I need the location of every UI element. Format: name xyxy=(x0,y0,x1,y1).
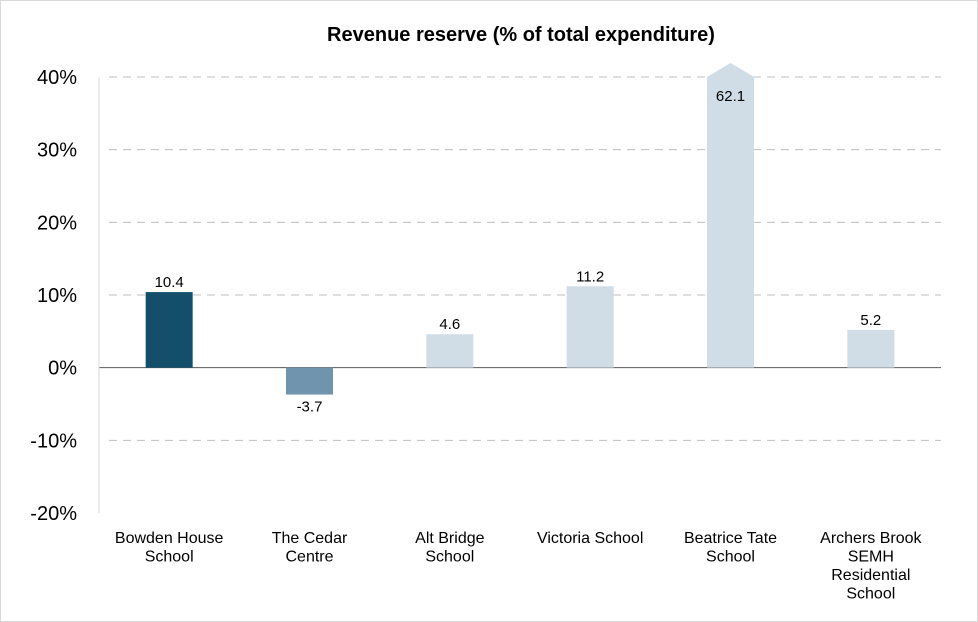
x-category-label: Victoria School xyxy=(537,530,643,547)
bar xyxy=(707,63,754,368)
x-category-label: Archers Brook SEMH Residential School xyxy=(820,530,922,603)
y-tick-label: 20% xyxy=(37,212,77,234)
data-labels: 10.4 -3.7 4.6 11.2 62.1 5.2 xyxy=(155,88,882,416)
data-label: -3.7 xyxy=(297,399,323,416)
bar xyxy=(566,286,614,368)
data-label: 62.1 xyxy=(716,88,745,105)
bar xyxy=(145,292,193,368)
y-tick-label: 10% xyxy=(37,285,77,307)
y-tick-label: 0% xyxy=(48,358,77,380)
x-category-label: Alt Bridge School xyxy=(415,530,484,566)
bar xyxy=(286,367,333,395)
y-axis: 40% 30% 20% 10% 0% -10% -20% xyxy=(30,67,100,525)
x-category-label: Beatrice Tate School xyxy=(684,530,777,566)
y-tick-label: 40% xyxy=(37,67,77,89)
bar xyxy=(847,329,895,368)
data-label: 5.2 xyxy=(860,312,881,329)
y-tick-label: -10% xyxy=(30,430,77,452)
data-label: 4.6 xyxy=(439,316,460,333)
x-category-label: Bowden House School xyxy=(115,530,224,566)
bars xyxy=(145,63,895,395)
x-category-label: The Cedar Centre xyxy=(272,530,348,566)
x-axis-categories: Bowden House School The Cedar Centre Alt Bri… xyxy=(115,530,923,603)
chart-title: Revenue reserve (% of total expenditure) xyxy=(327,24,715,46)
y-tick-label: 30% xyxy=(37,140,77,162)
gridlines xyxy=(99,76,941,441)
y-tick-label: -20% xyxy=(30,503,77,525)
data-label: 11.2 xyxy=(576,268,604,285)
data-label: 10.4 xyxy=(155,274,184,291)
bar xyxy=(426,334,474,368)
